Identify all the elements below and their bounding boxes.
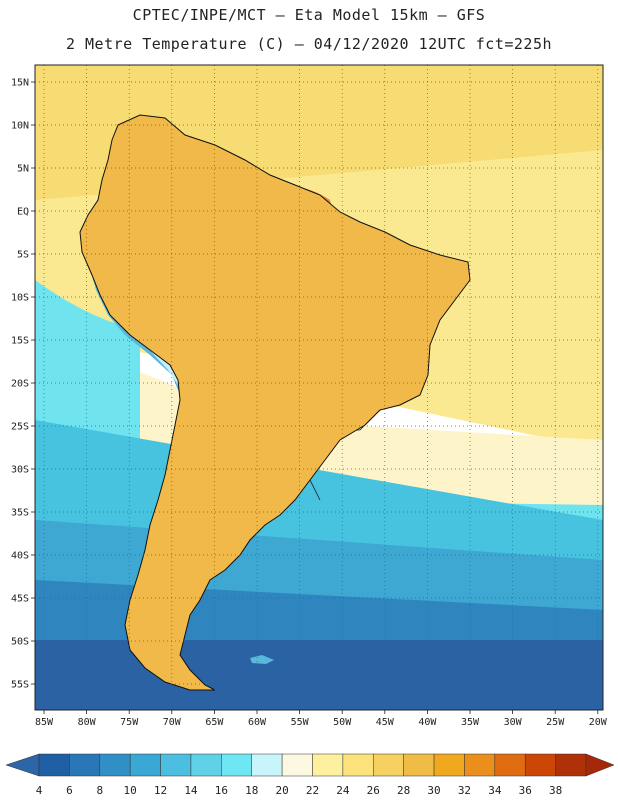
colorbar-swatch	[251, 753, 283, 777]
lat-label: 30S	[11, 465, 29, 476]
lon-label: 30W	[504, 717, 523, 728]
colorbar-label: 10	[124, 784, 137, 797]
latitude-labels: 15N 10N 5N EQ 5S 10S 15S 20S 25S 30S 35S 40S 45S 50S 5…	[11, 78, 35, 691]
colorbar-label: 38	[549, 784, 562, 797]
colorbar-swatch	[524, 753, 556, 777]
colorbar-swatch	[38, 753, 70, 777]
lat-lon-grid	[35, 65, 603, 710]
colorbar-label: 34	[488, 784, 502, 797]
colorbar-swatch	[281, 753, 313, 777]
colorbar-label: 8	[96, 784, 103, 797]
colorbar-swatch	[342, 753, 374, 777]
colorbar-swatch	[373, 753, 404, 777]
colorbar-label: 6	[66, 784, 73, 797]
lon-label: 80W	[78, 717, 97, 728]
lon-label: 35W	[461, 717, 480, 728]
lat-label: 20S	[11, 379, 29, 390]
colorbar-label: 20	[275, 784, 288, 797]
colorbar-label: 16	[215, 784, 228, 797]
colorbar-swatch	[129, 753, 161, 777]
lon-label: 70W	[163, 717, 182, 728]
lon-label: 55W	[291, 717, 310, 728]
lat-label: 40S	[11, 551, 29, 562]
lat-label: 25S	[11, 422, 29, 433]
colorbar: 4 6 8 10 12 14 16 18 20 22 24 26 28 30 32 34 36 38	[5, 753, 615, 797]
colorbar-label: 12	[154, 784, 167, 797]
colorbar-under-arrow	[5, 753, 40, 777]
colorbar-label: 26	[367, 784, 380, 797]
colorbar-swatch	[190, 753, 222, 777]
colorbar-swatch	[221, 753, 252, 777]
colorbar-label: 36	[519, 784, 532, 797]
lat-label: 50S	[11, 637, 29, 648]
colorbar-label: 28	[397, 784, 410, 797]
map-frame	[34, 64, 604, 711]
lat-label: 5N	[17, 164, 29, 175]
lon-label: 85W	[35, 717, 54, 728]
colorbar-swatch	[555, 753, 587, 777]
colorbar-swatch	[464, 753, 496, 777]
map-title: CPTEC/INPE/MCT – Eta Model 15km – GFS	[132, 6, 486, 24]
map-subtitle: 2 Metre Temperature (C) – 04/12/2020 12U…	[65, 35, 553, 53]
lon-label: 75W	[120, 717, 139, 728]
colorbar-swatch	[160, 753, 192, 777]
lat-label: 15N	[11, 78, 29, 89]
colorbar-swatch	[69, 753, 101, 777]
lat-label: 35S	[11, 508, 29, 519]
colorbar-label: 4	[36, 784, 43, 797]
colorbar-label: 22	[306, 784, 319, 797]
lon-label: 50W	[333, 717, 352, 728]
colorbar-label: 14	[184, 784, 198, 797]
colorbar-swatch	[312, 753, 344, 777]
falkland-islands	[250, 655, 274, 664]
lat-label: 10N	[11, 121, 29, 132]
lon-label: 40W	[418, 717, 437, 728]
lat-label: 10S	[11, 293, 29, 304]
lat-label: 55S	[11, 680, 29, 691]
colorbar-swatch	[433, 753, 465, 777]
lat-label: 45S	[11, 594, 29, 605]
colorbar-label: 18	[245, 784, 258, 797]
lon-label: 25W	[546, 717, 565, 728]
colorbar-swatch	[403, 753, 435, 777]
map-field	[35, 65, 603, 710]
lat-label: 15S	[11, 336, 29, 347]
lon-label: 65W	[205, 717, 224, 728]
colorbar-over-arrow	[585, 753, 615, 777]
colorbar-label: 30	[427, 784, 440, 797]
longitude-labels: 85W 80W 75W 70W 65W 60W 55W 50W 45W 40W 35W 30W 25W 2…	[35, 710, 608, 728]
colorbar-label: 24	[336, 784, 350, 797]
colorbar-swatch	[494, 753, 526, 777]
lat-label: EQ	[17, 207, 29, 218]
lat-label: 5S	[17, 250, 29, 261]
lon-label: 45W	[376, 717, 395, 728]
lon-label: 20W	[589, 717, 608, 728]
colorbar-swatch	[99, 753, 131, 777]
lon-label: 60W	[248, 717, 267, 728]
ocean-band-cold-4	[35, 640, 603, 710]
colorbar-label: 32	[458, 784, 471, 797]
